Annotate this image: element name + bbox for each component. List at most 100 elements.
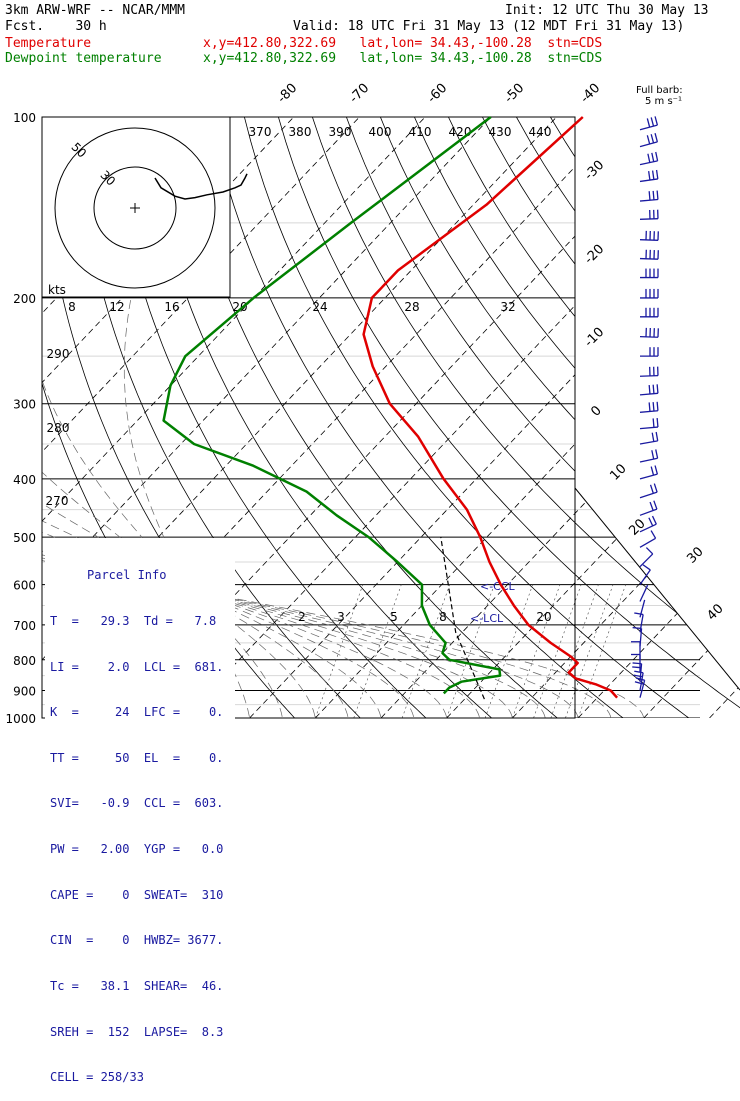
wind-barb-shaft bbox=[640, 427, 658, 429]
mixing-ratio-label: 32 bbox=[500, 300, 515, 314]
wind-barb-flag bbox=[657, 418, 658, 427]
isotherm-label: -30 bbox=[582, 158, 608, 184]
wind-barb-flag bbox=[649, 385, 650, 394]
lcl-marker: <-LCL bbox=[470, 612, 504, 625]
wind-barb-shaft bbox=[640, 492, 657, 498]
theta-label: 370 bbox=[249, 125, 272, 139]
mixing-ratio-line bbox=[512, 585, 560, 718]
wind-barb-flag bbox=[649, 171, 650, 180]
wind-barb bbox=[640, 432, 658, 444]
wind-barb-flag bbox=[653, 191, 654, 200]
pressure-tick-label: 600 bbox=[13, 579, 36, 593]
dry-adiabat-line bbox=[380, 117, 740, 731]
pressure-tick-label: 100 bbox=[13, 111, 36, 125]
wind-barb bbox=[640, 548, 653, 567]
parcel-row: K = 24 LFC = 0. bbox=[45, 705, 235, 720]
wind-barb-shaft bbox=[640, 199, 658, 201]
wind-barb bbox=[640, 418, 658, 429]
wind-barb-flag bbox=[651, 117, 653, 126]
pressure-tick-label: 500 bbox=[13, 531, 36, 545]
mixing-ratio-label: 20 bbox=[232, 300, 247, 314]
wind-barb-flag bbox=[652, 433, 654, 442]
isotherm-label: 0 bbox=[588, 403, 604, 419]
wind-barb-flag bbox=[651, 467, 653, 476]
wind-barb bbox=[640, 585, 648, 601]
dry-adiabat-line bbox=[448, 117, 740, 731]
wind-barb-flag bbox=[652, 153, 654, 162]
wind-barb bbox=[640, 170, 658, 181]
wind-barb bbox=[634, 671, 644, 690]
isotherm-line bbox=[250, 117, 740, 718]
wind-barb-flag bbox=[634, 671, 643, 673]
pressure-tick-label: 900 bbox=[13, 684, 36, 698]
wind-barb-shaft bbox=[640, 259, 658, 260]
wind-barb-shaft bbox=[640, 179, 658, 182]
wind-barb-flag bbox=[632, 667, 641, 668]
wind-barb bbox=[640, 116, 657, 129]
wind-barb-flag bbox=[647, 135, 649, 144]
pressure-tick-label: 800 bbox=[13, 654, 36, 668]
wind-barb-shaft bbox=[640, 240, 658, 241]
wind-barb-flag bbox=[655, 116, 657, 125]
wind-barb-flag bbox=[657, 191, 658, 200]
parcel-row: SREH = 152 LAPSE= 8.3 bbox=[45, 1025, 235, 1040]
dry-adiabat-line bbox=[687, 117, 740, 731]
wind-barb bbox=[640, 191, 658, 202]
barb-legend-unit: 5 m s⁻¹ bbox=[645, 96, 682, 107]
wind-barb-flag bbox=[651, 134, 653, 143]
wind-barb-flag bbox=[656, 449, 658, 458]
isotherm-line bbox=[315, 117, 740, 718]
wind-barb-shaft bbox=[640, 585, 648, 601]
wind-barb-shaft bbox=[640, 538, 656, 547]
wind-barb-flag bbox=[649, 191, 650, 200]
wind-barb-flag bbox=[656, 432, 658, 441]
dry-adiabat-line bbox=[618, 117, 740, 731]
mixing-ratio-label: 28 bbox=[404, 300, 419, 314]
isotherm-label: -70 bbox=[347, 81, 373, 107]
pressure-tick-label: 200 bbox=[13, 292, 36, 306]
dry-adiabat-line bbox=[721, 117, 740, 731]
wind-barb-flag bbox=[656, 152, 658, 161]
mixing-ratio-line bbox=[534, 585, 582, 718]
mixing-ratio-label: 5 bbox=[390, 610, 398, 624]
wind-barb bbox=[640, 484, 657, 498]
wind-barb-flag bbox=[653, 516, 657, 524]
wind-barb-flag bbox=[655, 133, 657, 142]
isotherm-label: -50 bbox=[502, 81, 528, 107]
wind-barb-shaft bbox=[640, 474, 657, 479]
mixing-ratio-line bbox=[565, 585, 613, 718]
wind-barb-shaft bbox=[640, 509, 657, 515]
wind-barb bbox=[640, 449, 658, 462]
wind-barb-flag bbox=[648, 154, 650, 163]
barb-legend-title: Full barb: bbox=[636, 85, 683, 96]
wind-barb bbox=[640, 231, 658, 240]
theta-label: 430 bbox=[489, 125, 512, 139]
wind-barb-flag bbox=[654, 501, 657, 509]
wind-barb-shaft bbox=[640, 411, 658, 413]
mixing-ratio-label: 24 bbox=[312, 300, 327, 314]
pressure-tick-label: 1000 bbox=[5, 712, 36, 726]
wind-barb-shaft bbox=[640, 219, 658, 220]
wind-barb bbox=[640, 152, 658, 165]
parcel-row: CAPE = 0 SWEAT= 310 bbox=[45, 888, 235, 903]
hodograph-box bbox=[42, 117, 230, 297]
wind-barb bbox=[640, 289, 658, 298]
wind-barb bbox=[640, 250, 658, 259]
parcel-row: PW = 2.00 YGP = 0.0 bbox=[45, 842, 235, 857]
wind-barb bbox=[640, 347, 658, 356]
wind-barb bbox=[640, 465, 657, 478]
wind-barb-flag bbox=[654, 484, 657, 493]
dry-adiabat-line bbox=[346, 117, 740, 731]
parcel-row: Tc = 38.1 SHEAR= 46. bbox=[45, 979, 235, 994]
parcel-row: SVI= -0.9 CCL = 603. bbox=[45, 796, 235, 811]
wind-barb-shaft bbox=[640, 376, 658, 377]
wind-barb bbox=[640, 565, 650, 585]
parcel-row: LI = 2.0 LCL = 681. bbox=[45, 660, 235, 675]
theta-label: 280 bbox=[47, 421, 70, 435]
pressure-tick-label: 400 bbox=[13, 473, 36, 487]
pressure-tick-label: 700 bbox=[13, 619, 36, 633]
isotherm-line bbox=[447, 117, 740, 718]
isotherm-label: 10 bbox=[607, 461, 629, 483]
mixing-ratio-label: 16 bbox=[164, 300, 179, 314]
mixing-ratio-label: 2 bbox=[298, 610, 306, 624]
